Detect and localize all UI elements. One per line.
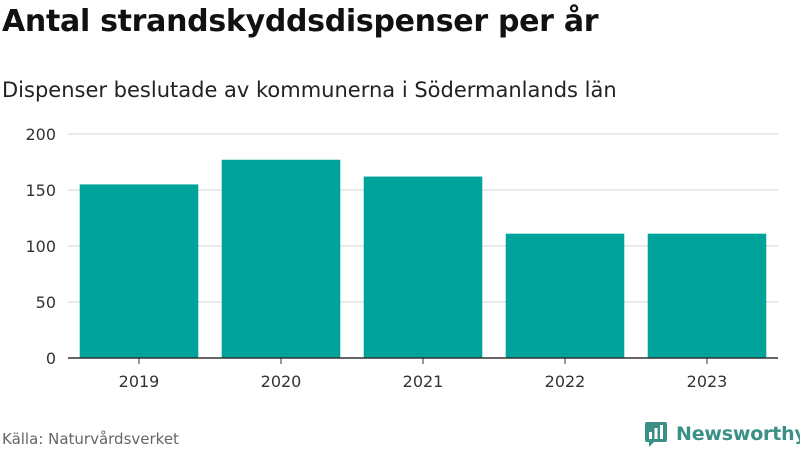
x-tick-label: 2021 [403,372,444,391]
brand-logo: Newsworthy [644,420,800,448]
newsworthy-logo-icon [645,422,667,447]
chart-subtitle: Dispenser beslutade av kommunerna i Söde… [2,78,617,102]
chart-title: Antal strandskyddsdispenser per år [2,4,599,39]
y-tick-label: 150 [25,181,56,200]
bar-2021 [363,176,483,358]
x-tick-label: 2023 [687,372,728,391]
x-tick-label: 2020 [261,372,302,391]
bars [79,159,767,358]
y-tick-label: 100 [25,237,56,256]
brand-name: Newsworthy [676,423,800,445]
y-tick-label: 50 [36,293,56,312]
bar-2023 [647,233,767,358]
source-note: Källa: Naturvårdsverket [2,430,179,448]
axes: 0 50 100 150 200 2019 2020 2021 2022 2023 [25,125,778,391]
x-tick-label: 2019 [119,372,160,391]
y-tick-label: 200 [25,125,56,144]
bar-2020 [221,159,341,358]
bar-2019 [79,184,199,358]
x-tick-label: 2022 [545,372,586,391]
bar-2022 [505,233,625,358]
y-tick-label: 0 [46,349,56,368]
